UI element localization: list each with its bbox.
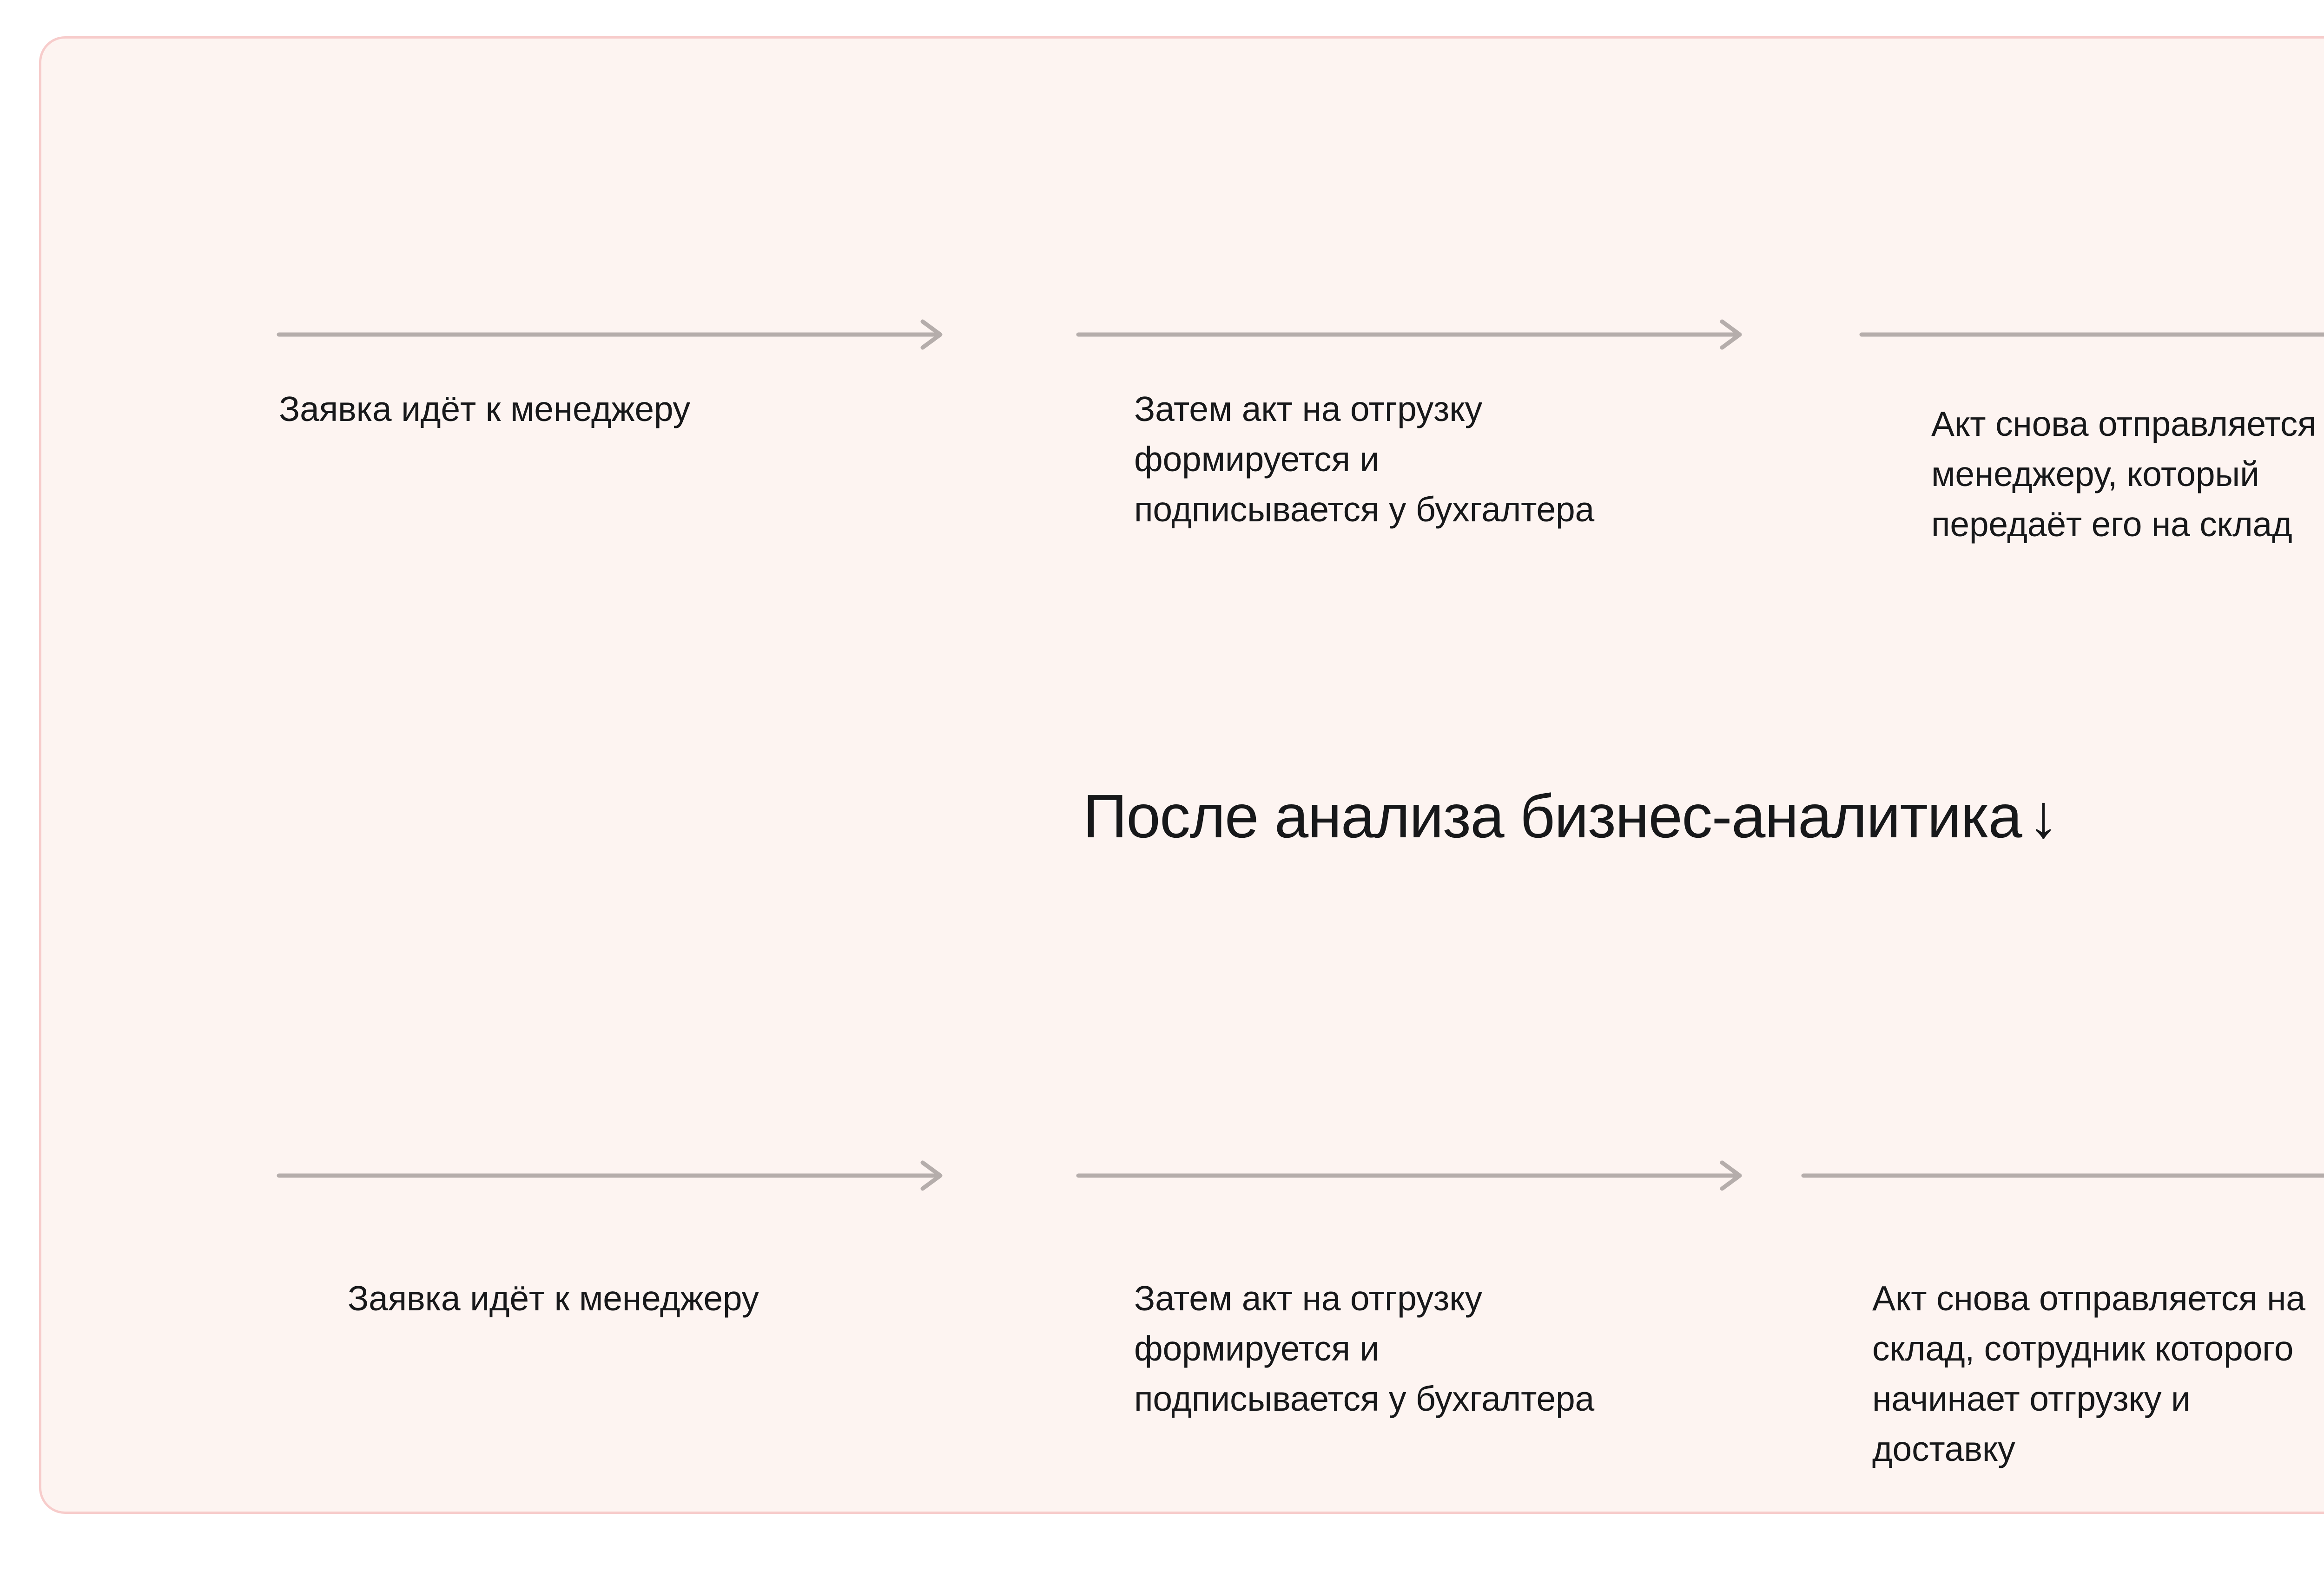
- step-caption: Затем акт на отгрузку формируется и подп…: [1134, 389, 1595, 529]
- arrow-right-icon: [277, 1160, 957, 1191]
- step-caption: Затем акт на отгрузку формируется и подп…: [1134, 1279, 1595, 1418]
- flow-after-step-2: Затем акт на отгрузку формируется и подп…: [1076, 1160, 1757, 1424]
- arrow-right-icon: [1076, 1160, 1757, 1191]
- step-caption: Акт снова отправляется на склад, сотрудн…: [1872, 1279, 2305, 1468]
- section-heading: После анализа бизнес-аналитика ↓: [1083, 780, 2059, 853]
- step-caption: Заявка идёт к менеджеру: [348, 1279, 759, 1318]
- step-caption: Заявка идёт к менеджеру: [279, 389, 690, 428]
- flow-before-step-2: Затем акт на отгрузку формируется и подп…: [1076, 319, 1757, 534]
- step-caption: Акт снова отправляется менеджеру, которы…: [1931, 404, 2317, 544]
- arrow-down-icon: ↓: [2028, 782, 2059, 850]
- arrow-right-icon: [277, 319, 957, 350]
- arrow-right-icon: [1076, 319, 1757, 350]
- flow-before-step-3: Акт снова отправляется менеджеру, которы…: [1859, 321, 2324, 549]
- process-comparison-card: [39, 36, 2324, 1514]
- flow-before-step-1: Заявка идёт к менеджеру: [277, 319, 957, 434]
- arrow-right-icon: [1859, 321, 2324, 348]
- section-heading-label: После анализа бизнес-аналитика: [1083, 782, 2022, 850]
- flow-after-step-1: Заявка идёт к менеджеру: [277, 1160, 957, 1323]
- arrow-right-icon: [1801, 1162, 2324, 1190]
- flow-after-step-3: Акт снова отправляется на склад, сотрудн…: [1801, 1162, 2324, 1474]
